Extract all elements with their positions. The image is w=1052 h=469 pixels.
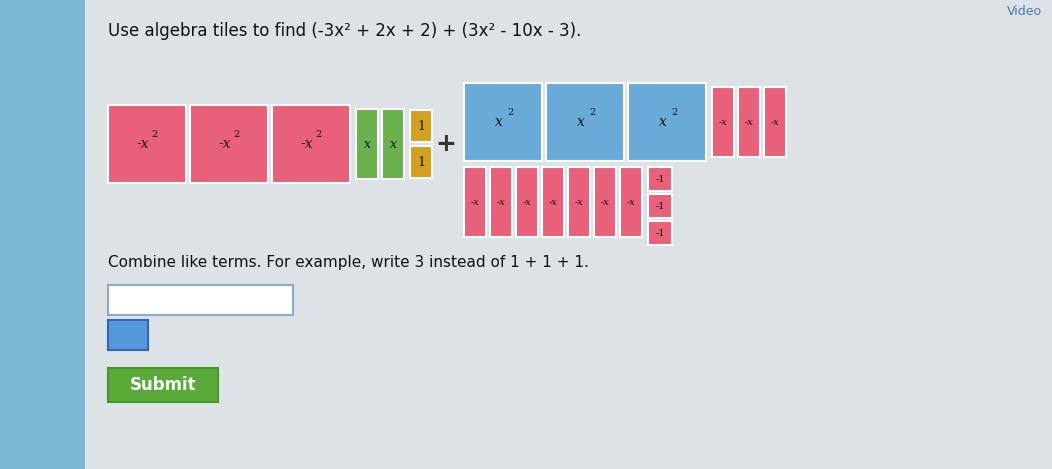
Text: Combine like terms. For example, write 3 instead of 1 + 1 + 1.: Combine like terms. For example, write 3… [108,255,589,270]
Text: -x: -x [497,197,505,206]
Bar [464,167,486,237]
Bar [648,221,672,245]
Bar [108,368,218,402]
Text: -x: -x [601,197,609,206]
Bar [382,109,404,179]
Text: 2: 2 [508,107,514,116]
Bar [764,87,786,157]
Text: -x: -x [574,197,584,206]
Bar [628,83,706,161]
Bar [272,105,350,183]
Text: Video: Video [1007,5,1041,18]
Text: x: x [659,115,667,129]
Bar [568,167,590,237]
Text: -1: -1 [655,202,665,211]
Bar [648,194,672,218]
Bar [648,167,672,191]
Text: 2: 2 [672,107,679,116]
Text: x: x [389,137,397,151]
Text: Submit: Submit [129,376,197,394]
Text: -x: -x [627,197,635,206]
Bar [620,167,642,237]
Bar [0,0,85,469]
Text: 1: 1 [417,120,425,133]
Text: -x: -x [219,137,231,151]
Text: -x: -x [771,118,780,127]
Bar [546,83,624,161]
Text: x: x [364,137,370,151]
Bar [464,83,542,161]
Text: 1: 1 [417,156,425,168]
Bar [515,167,538,237]
Text: Use algebra tiles to find (-3x² + 2x + 2) + (3x² - 10x - 3).: Use algebra tiles to find (-3x² + 2x + 2… [108,22,582,40]
Text: x: x [578,115,585,129]
Text: -x: -x [549,197,558,206]
Bar [108,105,186,183]
Text: -x: -x [719,118,727,127]
Bar [712,87,734,157]
Bar [108,320,148,350]
Text: -x: -x [137,137,149,151]
Text: x: x [495,115,503,129]
Text: -x: -x [470,197,480,206]
Text: -x: -x [523,197,531,206]
Bar [542,167,564,237]
Text: 2: 2 [590,107,596,116]
Bar [356,109,378,179]
Text: -x: -x [745,118,753,127]
Text: 2: 2 [151,129,158,138]
Text: -1: -1 [655,228,665,237]
Bar [410,146,432,178]
Bar [490,167,512,237]
Text: 2: 2 [234,129,240,138]
Bar [739,87,760,157]
Bar [594,167,616,237]
Text: -x: -x [301,137,313,151]
Bar [108,285,294,315]
Bar [410,110,432,142]
Text: -1: -1 [655,174,665,183]
Bar [190,105,268,183]
Text: +: + [436,132,457,156]
Text: 2: 2 [316,129,322,138]
